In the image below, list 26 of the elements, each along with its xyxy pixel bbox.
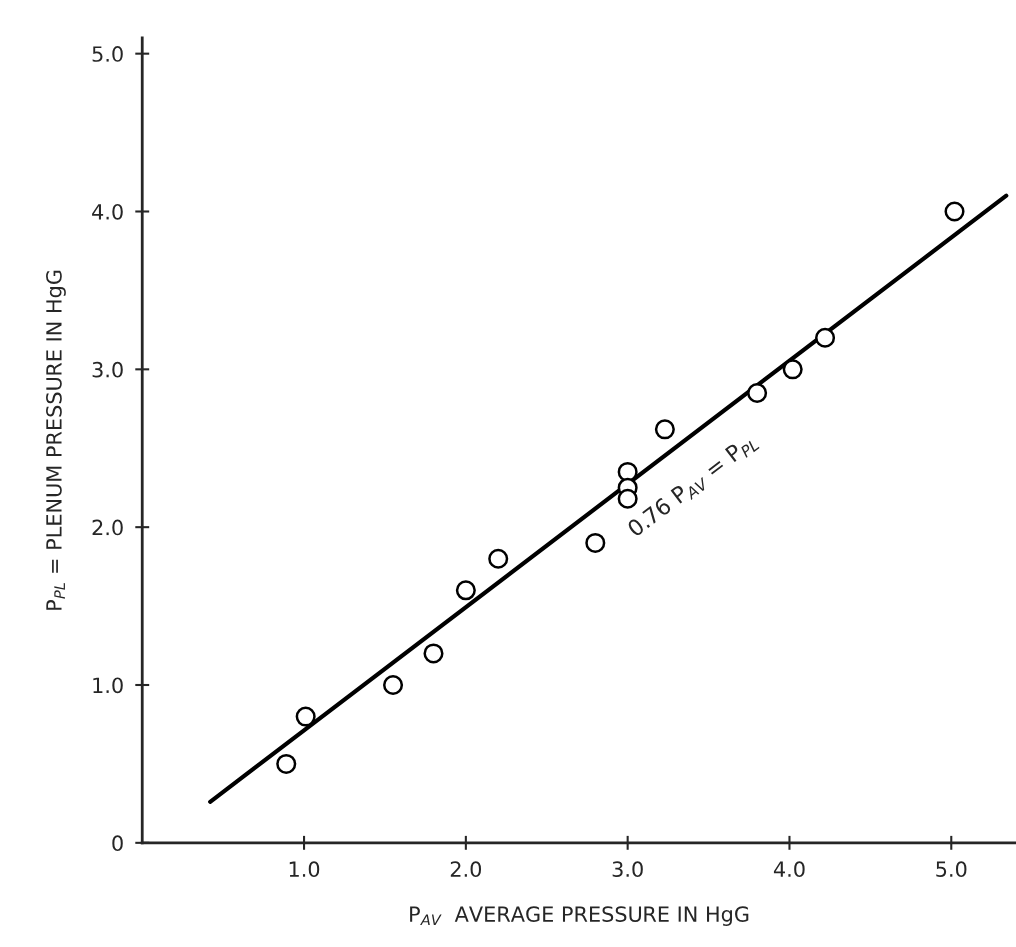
x-axis-title: P$_{AV}$ AVERAGE PRESSURE IN HgG xyxy=(410,906,749,927)
point xyxy=(295,706,316,727)
point xyxy=(423,643,444,664)
y-tick-label: 4.0 xyxy=(92,203,123,220)
x-tick-label: 1.0 xyxy=(289,861,320,878)
point xyxy=(488,548,509,569)
point xyxy=(276,753,297,774)
y-tick-label: 0 xyxy=(112,835,123,852)
point xyxy=(815,327,836,348)
point xyxy=(747,382,768,404)
x-tick-label: 4.0 xyxy=(773,861,805,878)
y-tick-label: 1.0 xyxy=(93,677,123,694)
y-tick-label: 5.0 xyxy=(92,46,123,62)
annotation: 0.76 P$_{AV}$ = P$_{PL}$ xyxy=(626,431,760,540)
y-axis-title: P$_{PL}$ = PLENUM PRESSURE IN HgG xyxy=(46,270,66,610)
x-tick-label: 2.0 xyxy=(450,861,482,878)
point xyxy=(944,201,965,222)
point xyxy=(383,674,404,696)
x-tick-label: 5.0 xyxy=(936,861,967,878)
y-tick-label: 2.0 xyxy=(92,519,123,536)
point xyxy=(455,580,476,601)
x-tick-label: 3.0 xyxy=(612,861,643,878)
point xyxy=(585,532,606,553)
point xyxy=(654,419,675,440)
y-tick-label: 3.0 xyxy=(92,361,123,378)
point xyxy=(782,359,803,380)
